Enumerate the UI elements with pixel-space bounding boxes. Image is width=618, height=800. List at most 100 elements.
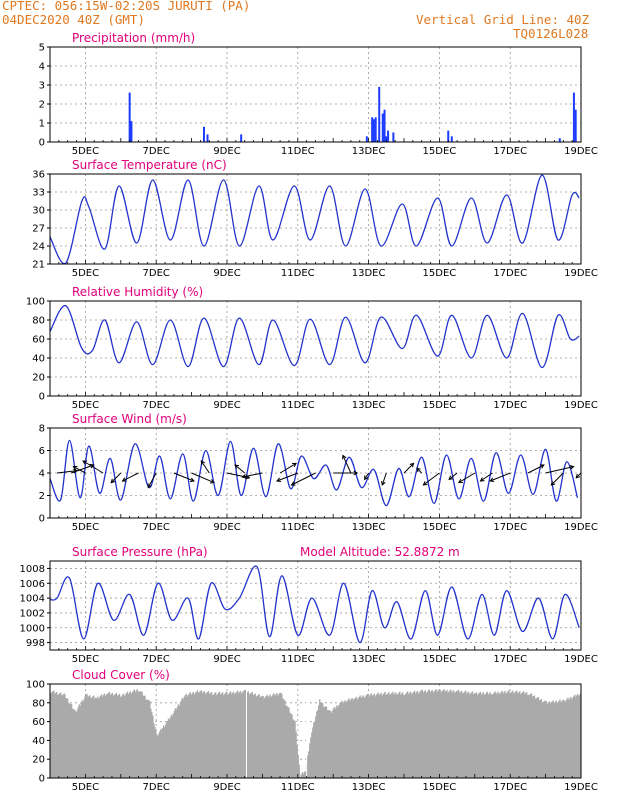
cloud-bar — [66, 698, 68, 778]
cloud-bar — [404, 695, 406, 778]
y-tick-label: 27 — [32, 224, 45, 235]
cloud-bar — [378, 695, 380, 778]
cloud-bar — [124, 694, 127, 778]
cloud-bar — [489, 692, 491, 778]
cloud-bar — [448, 691, 450, 778]
cloud-bar — [573, 696, 575, 778]
cloud-bar — [208, 693, 211, 778]
x-tick-label: 7DEC — [143, 146, 170, 157]
x-tick-label: 9DEC — [213, 400, 240, 411]
cloud-bar — [70, 704, 73, 778]
cloud-bar — [421, 689, 424, 778]
cloud-bar — [385, 694, 387, 778]
cloud-bar — [73, 709, 76, 778]
cloud-bar — [72, 709, 75, 778]
cloud-bar — [168, 719, 171, 778]
cloud-bar — [463, 692, 465, 778]
cloud-bar — [354, 698, 356, 778]
cloud-bar — [359, 695, 361, 778]
precip-bar — [558, 138, 561, 142]
wind-vector — [191, 472, 215, 484]
cloud-bar — [253, 694, 255, 778]
cloud-bar — [361, 696, 363, 778]
cloud-bar — [285, 705, 287, 778]
cloud-bar — [493, 692, 495, 778]
cloud-bar — [273, 693, 275, 778]
cloud-bar — [341, 700, 343, 778]
cloud-bar — [138, 691, 140, 778]
cloud-bar — [504, 691, 506, 778]
cloud-bar — [53, 690, 55, 778]
y-tick-label: 1004 — [20, 594, 45, 605]
cloud-bar — [546, 703, 548, 778]
cloud-bar — [207, 691, 210, 778]
cloud-bar — [55, 692, 57, 778]
grid-line-note: Vertical Grid Line: 40Z — [416, 12, 590, 27]
cloud-bar — [414, 693, 417, 778]
cloud-bar — [142, 695, 144, 778]
cloud-bar — [313, 722, 315, 778]
cloud-bar — [442, 690, 444, 778]
cloud-bar — [446, 689, 448, 778]
cloud-bar — [325, 706, 328, 778]
wind-vector — [364, 472, 370, 480]
cloud-bar — [239, 690, 242, 778]
y-tick-label: 40 — [32, 736, 45, 747]
cloud-bar — [98, 697, 101, 778]
cloud-bar — [137, 691, 139, 778]
wind-vector — [448, 472, 458, 480]
cloud-bar — [394, 693, 396, 778]
cloud-bar — [405, 692, 408, 778]
y-tick-label: 0 — [39, 514, 45, 525]
x-tick-label: 19DEC — [564, 146, 598, 157]
cloud-bar — [366, 693, 368, 778]
wind-vector — [527, 464, 545, 474]
x-tick-label: 7DEC — [143, 782, 170, 793]
x-tick-label: 13DEC — [352, 522, 386, 533]
cloud-bar — [488, 693, 490, 778]
y-tick-label: 0 — [39, 392, 45, 403]
cloud-bar — [505, 693, 507, 778]
precip-bar — [240, 134, 243, 142]
cloud-bar — [466, 692, 469, 778]
y-tick-label: 6 — [39, 446, 45, 457]
cloud-bar — [54, 693, 56, 778]
cloud-bar — [193, 694, 196, 778]
wind-vector-head — [82, 460, 88, 465]
cloud-bar — [557, 702, 559, 778]
cloud-bar — [553, 703, 555, 778]
wind-vector-head — [569, 465, 575, 470]
wind-vector — [173, 472, 195, 482]
cloud-bar — [71, 708, 74, 778]
cloud-bar — [332, 709, 334, 778]
y-tick-label: 80 — [32, 316, 45, 327]
cloud-bar — [198, 692, 201, 778]
cloud-bar — [390, 693, 392, 778]
cloud-bar — [316, 711, 318, 778]
cloud-bar — [377, 692, 379, 778]
cloud-bar — [550, 702, 552, 778]
cloud-bar — [92, 696, 94, 778]
cloud-bar — [170, 714, 173, 778]
cloud-bar — [372, 694, 374, 778]
cloud-bar — [291, 714, 293, 778]
cloud-bar — [492, 693, 494, 778]
cloud-bar — [149, 701, 151, 778]
cloud-bar — [413, 690, 416, 778]
x-tick-label: 13DEC — [352, 400, 386, 411]
cloud-bar — [431, 689, 433, 778]
cloud-bar — [249, 693, 251, 778]
wind-vector — [291, 472, 316, 486]
wind-vector-head — [276, 477, 282, 483]
cloud-bar — [244, 689, 247, 778]
cloud-bar — [384, 691, 386, 778]
x-tick-label: 5DEC — [72, 782, 99, 793]
cloud-bar — [453, 690, 455, 778]
cloud-bar — [161, 730, 163, 778]
x-tick-label: 11DEC — [281, 400, 315, 411]
cloud-bar — [56, 692, 58, 778]
cloud-bar — [223, 693, 226, 778]
model-id: TQ0126L028 — [513, 26, 589, 41]
wind-vector — [200, 460, 210, 474]
cloud-bar — [569, 698, 571, 778]
